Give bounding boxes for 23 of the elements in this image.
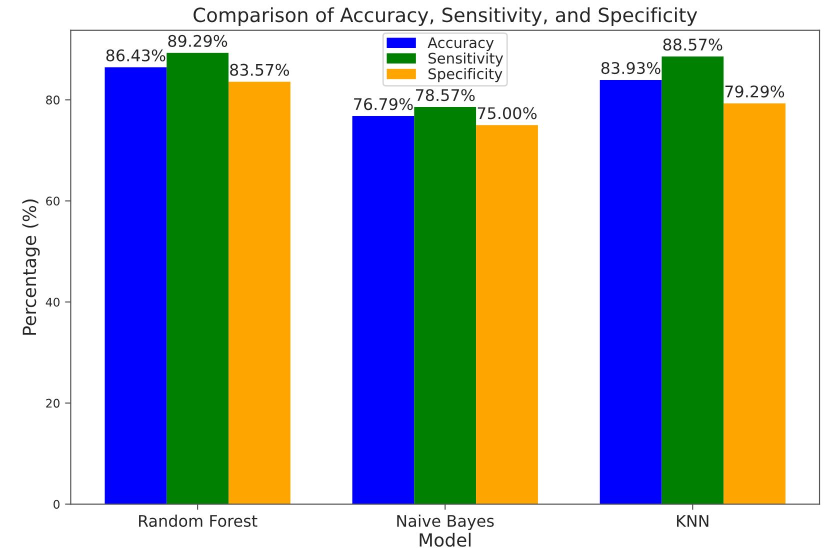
x-tick-label: KNN: [677, 515, 708, 527]
y-tick-label: 0: [54, 500, 60, 509]
y-tick-label: 80: [46, 96, 60, 104]
y-axis-title: Percentage (%): [22, 200, 40, 335]
legend-label: Specificity: [428, 68, 502, 82]
data-label: 86.43%: [106, 49, 166, 62]
x-axis-title: Model: [420, 532, 471, 547]
y-tick-label: 40: [46, 298, 60, 307]
chart-title: Comparison of Accuracy, Sensitivity, and Specificity: [194, 7, 698, 26]
data-label: 83.57%: [230, 64, 290, 76]
x-tick-label: Random Forest: [139, 514, 258, 527]
x-tick-label: Naive Bayes: [397, 514, 494, 530]
y-tick-label: 20: [46, 398, 60, 408]
y-tick-label: 60: [46, 196, 60, 206]
data-label: 75.00%: [478, 107, 537, 120]
data-label: 76.79%: [354, 98, 413, 110]
data-label: 83.93%: [601, 62, 660, 74]
data-label: 79.29%: [725, 85, 784, 98]
legend-label: Accuracy: [428, 37, 494, 51]
data-label: 89.29%: [168, 34, 228, 47]
data-label: 78.57%: [416, 89, 475, 102]
data-label: 88.57%: [663, 38, 722, 51]
legend-label: Sensitivity: [428, 52, 504, 67]
